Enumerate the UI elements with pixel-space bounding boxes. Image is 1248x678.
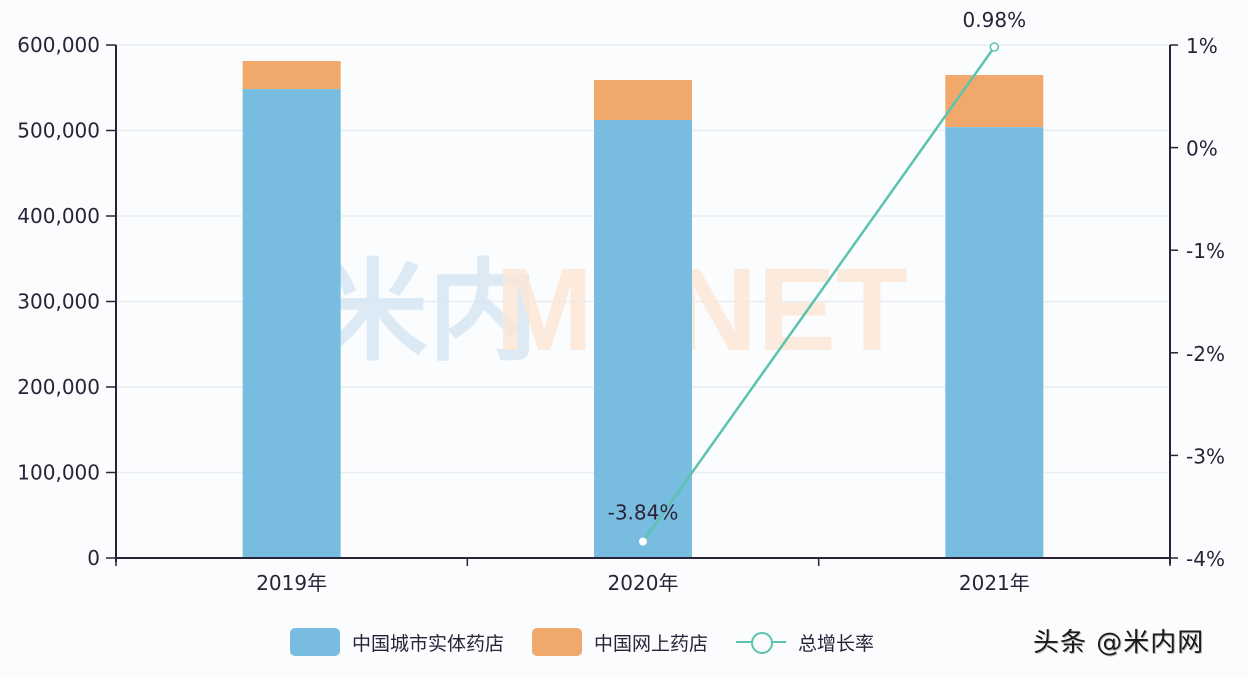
y2-tick-label: -1% <box>1186 239 1225 263</box>
y-tick-label: 0 <box>87 546 100 570</box>
growth-rate-line <box>641 46 996 543</box>
growth-rate-point[interactable] <box>989 42 1000 52</box>
y2-tick-label: -3% <box>1186 444 1225 468</box>
x-tick-label: 2019年 <box>256 571 327 595</box>
bar-segment[interactable] <box>945 127 1044 558</box>
y2-tick-label: 0% <box>1186 137 1218 161</box>
y2-tick-label: -2% <box>1186 342 1225 366</box>
x-tick-label: 2020年 <box>608 571 679 595</box>
legend-label: 中国城市实体药店 <box>352 632 505 655</box>
y2-tick-label: -4% <box>1186 547 1225 571</box>
bar-segment[interactable] <box>945 75 1044 128</box>
legend-swatch-blue <box>290 628 340 656</box>
legend-item-growth-rate[interactable]: 总增长率 <box>736 628 874 656</box>
y-tick-label: 500,000 <box>17 119 100 143</box>
watermark-en: MENET <box>495 244 908 376</box>
bar-segment[interactable] <box>242 89 341 558</box>
y-tick-label: 300,000 <box>17 290 100 314</box>
legend-swatch-orange <box>532 628 583 656</box>
y2-tick-label: 1% <box>1186 34 1218 58</box>
legend-label: 中国网上药店 <box>594 632 709 655</box>
bar-segment[interactable] <box>594 119 692 559</box>
x-tick-label: 2021年 <box>959 571 1030 595</box>
legend-item-physical-pharmacy[interactable]: 中国城市实体药店 <box>290 628 504 656</box>
y-tick-label: 200,000 <box>17 375 100 399</box>
source-credit: 头条 @米内网 <box>1033 628 1205 658</box>
y-tick-label: 400,000 <box>17 204 100 228</box>
bar-segment[interactable] <box>594 79 692 120</box>
y-tick-label: 600,000 <box>17 33 100 57</box>
y-tick-label: 100,000 <box>17 461 100 485</box>
legend: 中国城市实体药店 中国网上药店 总增长率 <box>290 628 902 656</box>
bar-segment[interactable] <box>242 60 341 90</box>
legend-line-circle-icon <box>736 628 787 656</box>
growth-rate-point[interactable] <box>639 537 647 546</box>
legend-label: 总增长率 <box>798 632 875 655</box>
legend-item-online-pharmacy[interactable]: 中国网上药店 <box>532 628 708 656</box>
watermark-cn: 米内 <box>318 248 538 376</box>
data-label: -3.84% <box>608 501 679 525</box>
data-label: 0.98% <box>963 8 1027 32</box>
